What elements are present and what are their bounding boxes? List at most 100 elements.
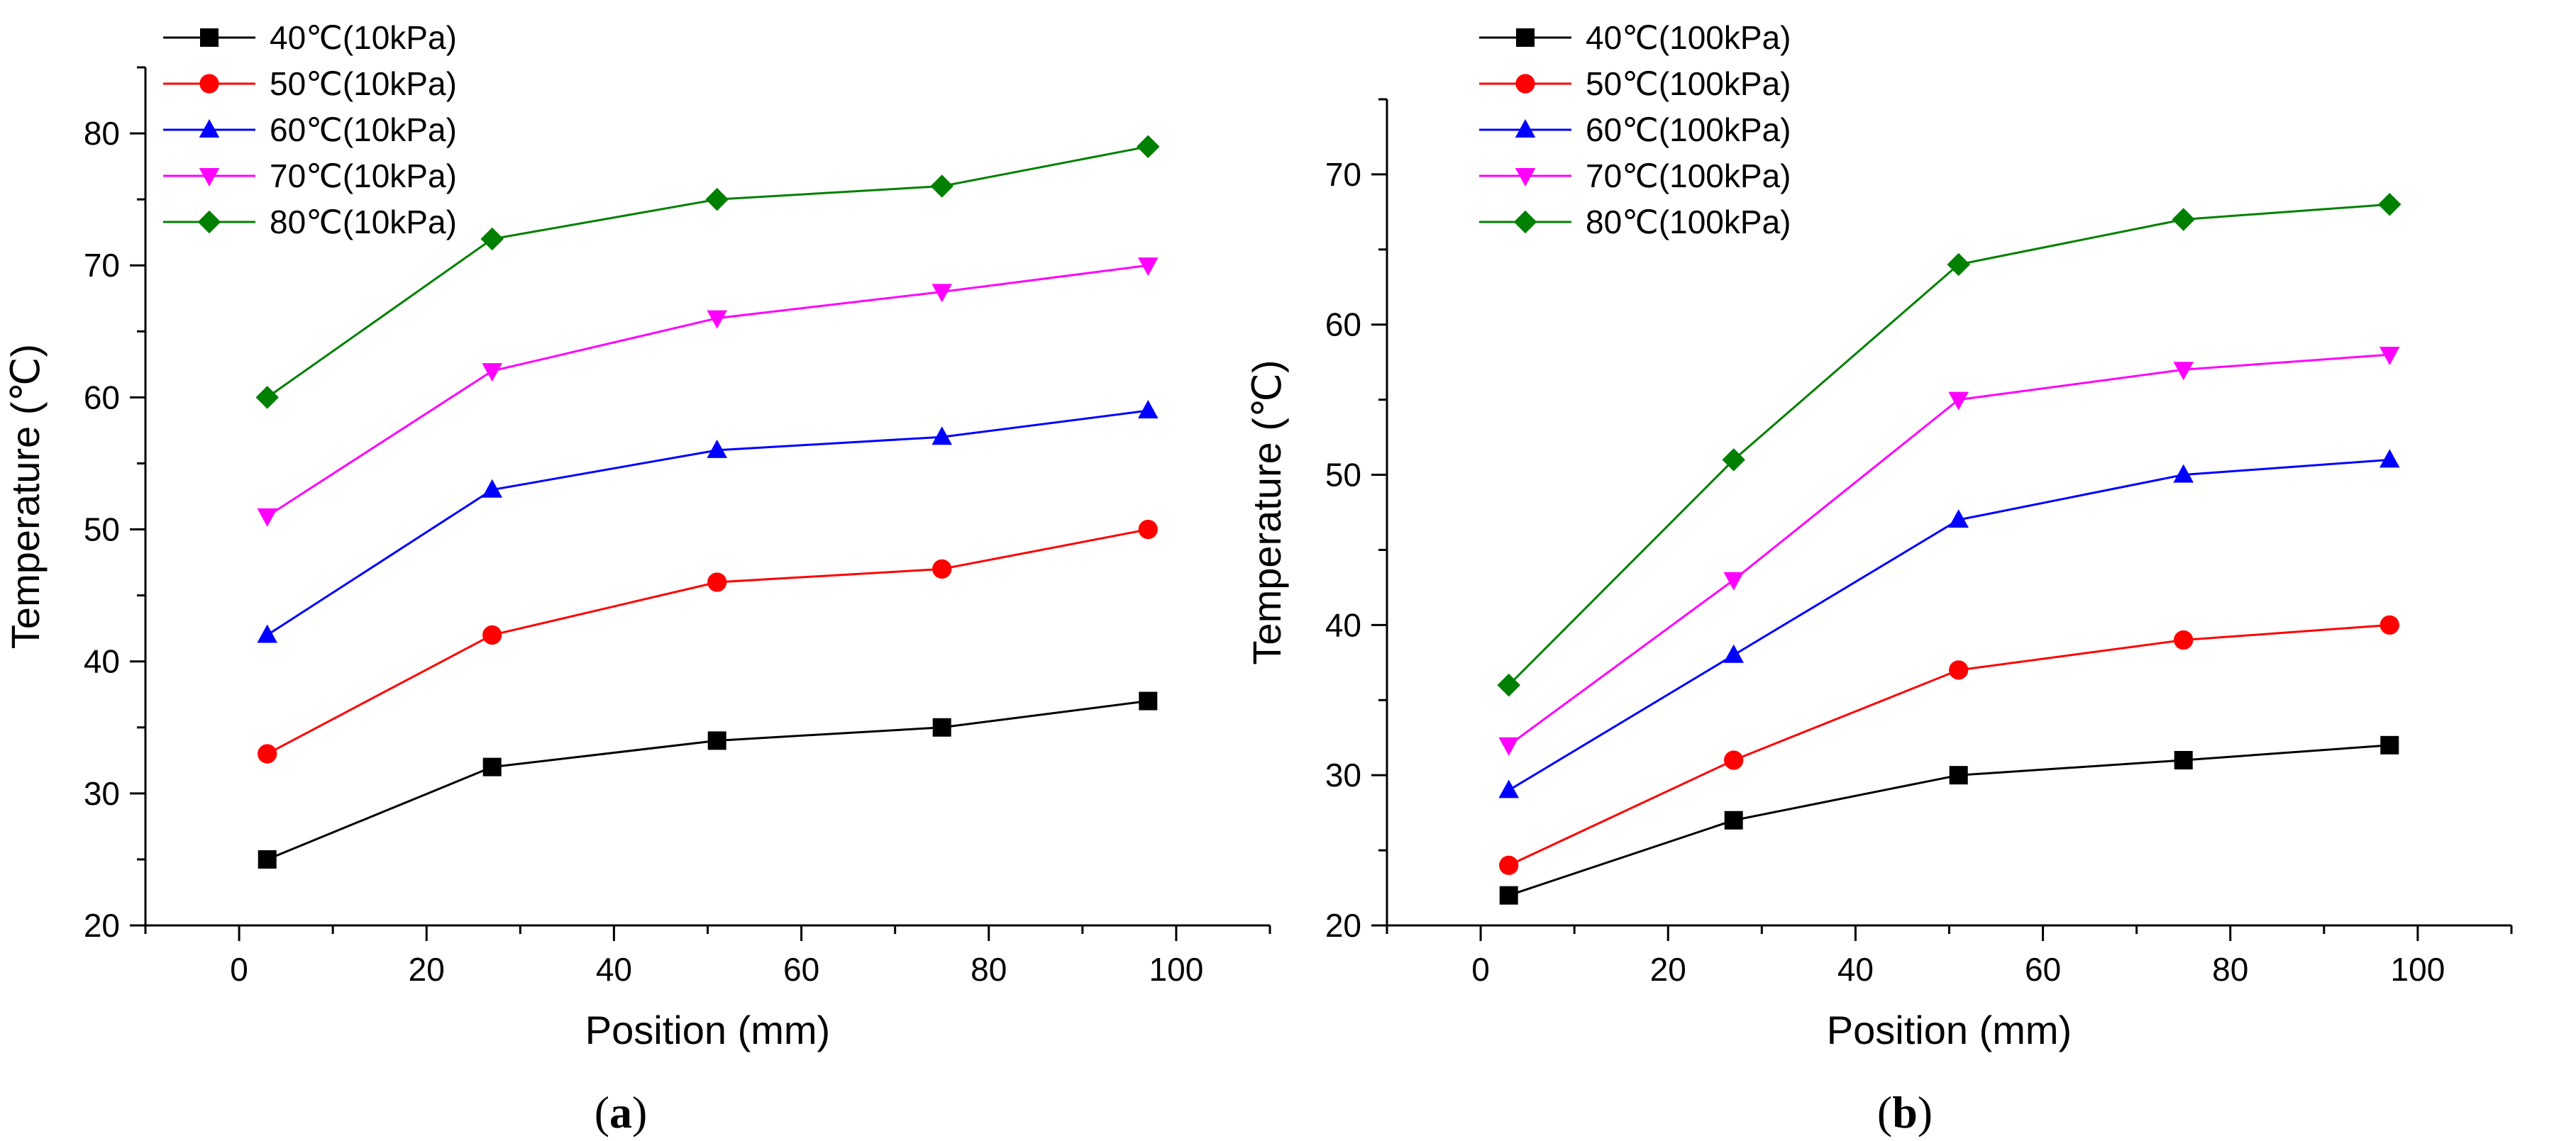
data-point [707,439,728,458]
data-point [1949,766,1968,785]
legend-label: 40℃(100kPa) [1586,19,1791,56]
data-point [1947,252,1970,277]
series-2 [1499,615,2399,875]
x-tick-label: 0 [230,951,248,988]
data-point [932,559,952,579]
y-axis-title: Temperature (℃) [1244,360,1289,664]
legend-marker [199,119,220,138]
x-tick-label: 100 [1149,951,1204,988]
y-axis-title: Temperature (℃) [3,344,48,649]
series-line [267,528,1149,755]
data-point [1499,855,1519,875]
y-tick-label: 50 [84,511,120,548]
series-line [1508,458,2390,791]
series-4 [1498,347,2400,756]
legend-marker [199,74,219,94]
data-point [705,187,729,211]
series-line [266,409,1149,636]
data-point [482,479,503,498]
data-point [1139,691,1158,711]
data-point [932,718,951,737]
y-tick-label: 30 [84,775,120,812]
data-point [1948,391,1969,411]
series-1 [1499,735,2399,905]
data-point [1722,448,1745,472]
data-point [480,227,504,251]
series-1 [258,691,1158,869]
data-point [2172,208,2195,231]
y-tick-label: 70 [1325,156,1361,193]
data-point [1137,400,1159,419]
x-tick-label: 40 [596,951,632,988]
data-point [707,731,726,750]
legend-label: 60℃(100kPa) [1586,111,1791,148]
legend-label: 80℃(100kPa) [1586,204,1791,240]
chart-panel-b: 0 20 40 60 80 100 20 30 40 50 60 70 Position (mm) Tem… [1244,19,2513,1137]
data-point [1724,750,1744,770]
x-tick-label: 100 [2391,951,2445,988]
y-tick-label: 20 [1325,907,1361,944]
x-tick-label: 60 [2025,951,2061,988]
data-point [258,850,277,869]
data-point [482,625,502,645]
data-point [1723,644,1745,663]
y-tick-label: 60 [84,379,120,416]
data-point [2173,362,2194,381]
data-point [257,508,278,527]
data-point [707,572,727,592]
series-line [1508,744,2390,897]
data-point [707,310,728,329]
x-tick-label: 0 [1471,951,1490,988]
x-tick-label: 20 [1650,951,1686,988]
legend-marker [200,28,219,47]
legend-label: 60℃(10kPa) [270,111,457,148]
series-3 [257,400,1159,643]
data-point [1499,886,1518,905]
series-5 [255,135,1160,409]
legend-label: 70℃(100kPa) [1586,157,1791,194]
data-point [1498,779,1520,798]
legend-label: 50℃(100kPa) [1586,65,1791,102]
legend: 40℃(10kPa) 50℃(10kPa) 60℃(10kPa) 70℃(10kPa)… [163,19,457,240]
data-point [2378,193,2401,216]
data-point [2379,449,2400,468]
data-point [258,744,277,764]
data-point [1948,509,1969,528]
data-point [257,624,278,643]
x-tick-label: 40 [1837,951,1874,988]
data-point [482,757,502,777]
data-point [1137,257,1159,277]
data-point [1497,673,1520,697]
data-point [1949,660,1969,680]
x-tick-label: 20 [409,951,445,988]
series-line [267,700,1149,861]
data-point [2380,735,2399,755]
series-line [1508,353,2390,747]
x-tick-label: 80 [971,951,1007,988]
legend-label: 80℃(10kPa) [270,204,457,240]
legend-label: 40℃(10kPa) [270,19,457,56]
data-point [2173,464,2194,483]
data-point [1137,135,1160,158]
series-2 [258,519,1158,764]
series-line [1508,623,2390,867]
series-line [1508,203,2390,686]
panel-label: (a) [595,1087,648,1137]
x-axis-title: Position (mm) [1827,1008,2072,1052]
data-point [255,386,279,409]
y-tick-label: 40 [1325,606,1361,643]
y-tick-label: 40 [84,643,120,680]
legend: 40℃(100kPa) 50℃(100kPa) 60℃(100kPa) 70℃(100… [1479,19,1791,240]
data-point [2174,630,2194,650]
data-point [932,284,953,303]
data-point [1138,519,1158,540]
legend-marker [199,167,220,187]
x-tick-label: 80 [2212,951,2248,988]
legend-label: 70℃(10kPa) [270,157,457,194]
x-tick-label: 60 [783,951,819,988]
legend-marker [1515,119,1536,138]
data-point [1723,572,1745,591]
legend-marker [1515,167,1536,187]
series-4 [257,257,1159,527]
